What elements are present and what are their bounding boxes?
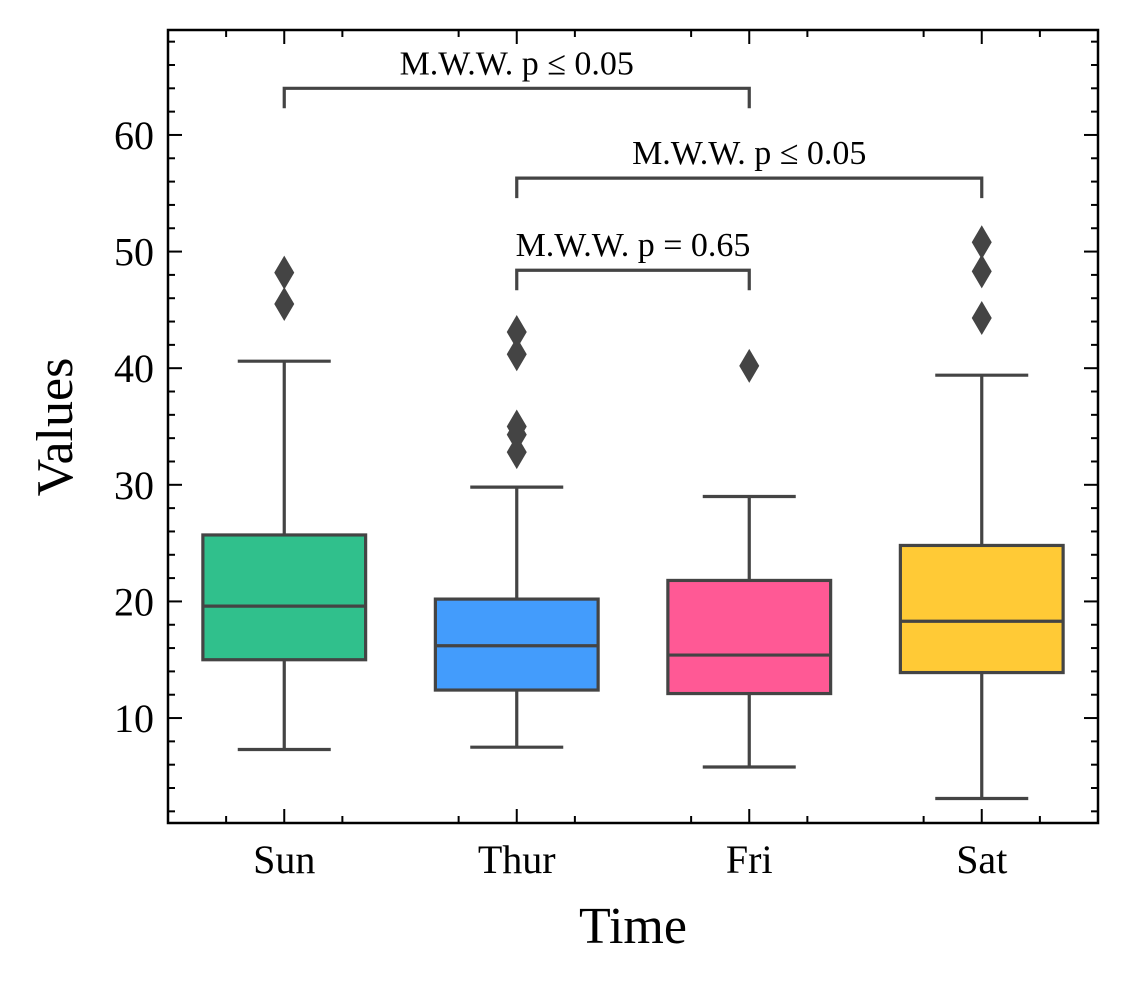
significance-bracket — [515, 176, 984, 199]
box-group-thur — [433, 315, 600, 749]
x-tick-label-sun: Sun — [253, 837, 315, 882]
y-axis-label: Values — [27, 358, 84, 497]
significance-bracket — [515, 268, 751, 291]
outlier-point-thur — [506, 409, 527, 444]
box-sun — [201, 533, 368, 662]
x-axis-label: Time — [579, 898, 687, 955]
outlier-point-fri — [739, 348, 760, 383]
significance-label: M.W.W. p ≤ 0.05 — [632, 135, 866, 172]
outlier-point-sat — [971, 225, 992, 260]
y-tick-label: 30 — [114, 463, 154, 508]
outlier-point-sat — [971, 301, 992, 336]
x-tick-label-sat: Sat — [956, 837, 1007, 882]
y-tick-label: 40 — [114, 346, 154, 391]
significance-annotation-2: M.W.W. p ≤ 0.05 — [515, 135, 984, 199]
plot-marks: M.W.W. p = 0.65 M.W.W. p ≤ 0.05 M.W.W. p ≤… — [201, 45, 1065, 801]
outlier-point-sat — [971, 254, 992, 289]
x-tick-label-thur: Thur — [478, 837, 556, 882]
box-group-fri — [666, 348, 833, 769]
significance-label: M.W.W. p = 0.65 — [516, 227, 751, 264]
outlier-point-thur — [506, 315, 527, 350]
significance-label: M.W.W. p ≤ 0.05 — [400, 45, 634, 82]
axis-ticks: 10 20 30 40 50 60 Sun Thur Fri Sat — [114, 30, 1098, 882]
y-tick-label: 20 — [114, 579, 154, 624]
box-sat — [898, 543, 1065, 675]
significance-bracket — [282, 86, 751, 109]
plot-frame — [166, 28, 1100, 825]
x-tick-label-fri: Fri — [726, 837, 773, 882]
box-fri — [666, 578, 833, 696]
y-tick-label: 60 — [114, 113, 154, 158]
outlier-point-thur — [506, 337, 527, 372]
significance-annotation-3: M.W.W. p ≤ 0.05 — [282, 45, 751, 109]
box-group-sun — [201, 255, 368, 752]
outlier-point-sun — [274, 287, 295, 322]
y-tick-label: 10 — [114, 696, 154, 741]
significance-annotation-1: M.W.W. p = 0.65 — [515, 227, 751, 291]
outlier-point-thur — [506, 435, 527, 470]
y-tick-label: 50 — [114, 230, 154, 275]
outlier-point-sun — [274, 255, 295, 290]
box-group-sat — [898, 225, 1065, 801]
